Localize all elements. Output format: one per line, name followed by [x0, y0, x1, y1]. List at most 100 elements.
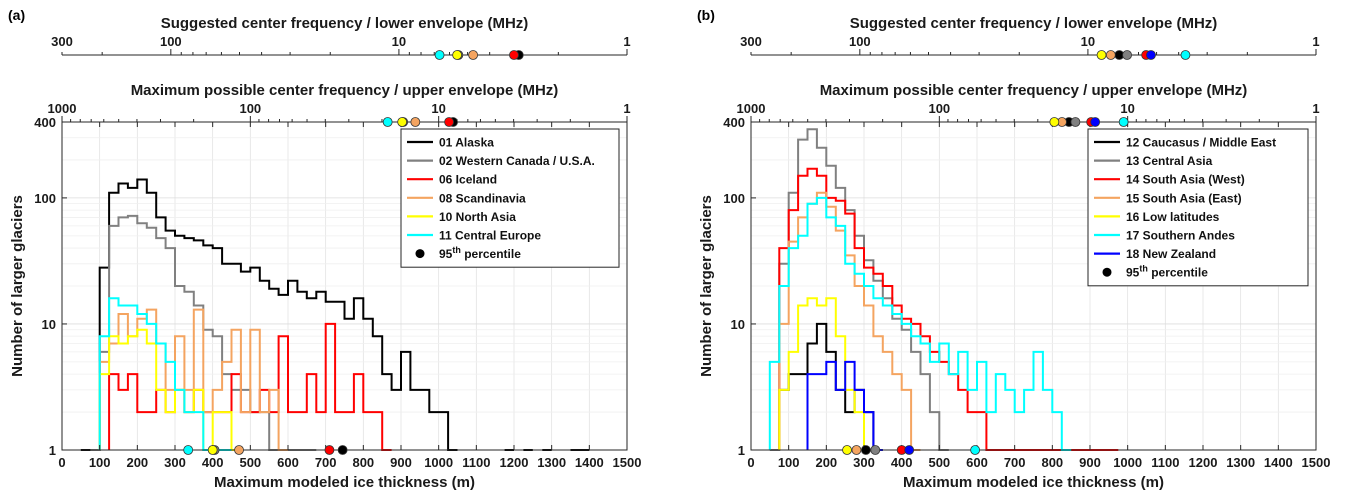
x-tick-label: 700 [315, 455, 337, 470]
x-tick-label: 200 [815, 455, 837, 470]
x-tick-label: 1000 [424, 455, 453, 470]
x-tick-label: 1100 [462, 455, 490, 470]
p95-marker-maximum [382, 117, 393, 127]
legend-percentile-superscript: th [452, 245, 461, 255]
p95-marker-thickness [851, 445, 862, 455]
maximum-frequency-tick-label: 10 [1120, 101, 1134, 116]
legend-label: 14 South Asia (West) [1126, 173, 1245, 187]
suggested-frequency-tick-label: 300 [740, 34, 762, 49]
x-tick-label: 1200 [1189, 455, 1218, 470]
series-14-south-asia-west [778, 167, 1119, 451]
x-tick-label: 1300 [1226, 455, 1255, 470]
maximum-frequency-tick-label: 1000 [48, 101, 77, 116]
x-tick-label: 1100 [1151, 455, 1179, 470]
p95-marker-maximum [444, 117, 454, 127]
x-tick-label: 0 [747, 455, 754, 470]
legend-label: 11 Central Europe [439, 229, 541, 243]
p95-marker-maximum [397, 117, 408, 127]
p95-marker-suggested [452, 50, 463, 60]
percentile-markers [842, 50, 1191, 455]
p95-marker-thickness [970, 445, 981, 455]
legend-percentile-marker [415, 249, 425, 259]
maximum-frequency-axis-title: Maximum possible center frequency / uppe… [131, 82, 559, 99]
panel-b: 0 100 200 300 400 500 600 700 800 900 1000 1100 1200… [697, 7, 1330, 491]
x-tick-label: 200 [126, 455, 148, 470]
percentile-markers [183, 50, 524, 455]
legend: 01 Alaska 02 Western Canada / U.S.A. 06 Ic… [400, 128, 620, 268]
maximum-frequency-tick-label: 1 [1312, 101, 1319, 116]
series-17-southern-andes [768, 196, 1072, 451]
legend-box [400, 128, 620, 268]
series-12-caucasus-middle-east [778, 322, 883, 451]
legend-percentile-label: 95th percentile [439, 245, 521, 261]
maximum-frequency-axis-title: Maximum possible center frequency / uppe… [820, 82, 1248, 99]
p95-marker-thickness [842, 445, 852, 455]
legend-label: 02 Western Canada / U.S.A. [439, 154, 595, 168]
panel-label: (a) [8, 7, 25, 23]
p95-marker-suggested [1122, 50, 1132, 60]
y-axis-label: Number of larger glaciers [698, 195, 715, 377]
x-tick-label: 400 [891, 455, 913, 470]
suggested-frequency-tick-label: 1 [623, 34, 630, 49]
x-tick-label: 800 [352, 455, 374, 470]
legend-percentile-superscript: th [1139, 264, 1148, 274]
legend-percentile-label: 95th percentile [1126, 264, 1208, 280]
y-axis-label: Number of larger glaciers [9, 195, 26, 377]
series-group [768, 128, 1119, 451]
x-tick-label: 300 [164, 455, 186, 470]
p95-marker-maximum [1070, 117, 1081, 127]
maximum-frequency-tick-label: 100 [928, 101, 950, 116]
p95-marker-suggested [1105, 50, 1116, 60]
p95-marker-thickness [904, 445, 915, 455]
legend-box [1087, 128, 1309, 287]
maximum-frequency-tick-label: 100 [239, 101, 261, 116]
series-13-central-asia [769, 128, 949, 451]
x-tick-label: 0 [58, 455, 65, 470]
suggested-frequency-tick-label: 300 [51, 34, 73, 49]
p95-marker-suggested [1096, 50, 1107, 60]
p95-marker-thickness [207, 445, 218, 455]
p95-marker-thickness [234, 445, 244, 455]
p95-marker-thickness [870, 445, 881, 455]
y-tick-label: 400 [34, 115, 56, 130]
y-tick-label: 400 [723, 115, 745, 130]
x-tick-label: 700 [1004, 455, 1026, 470]
x-tick-label: 1200 [500, 455, 529, 470]
legend-label: 16 Low latitudes [1126, 210, 1220, 224]
x-axis-label: Maximum modeled ice thickness (m) [903, 474, 1164, 491]
p95-marker-thickness [860, 445, 871, 455]
p95-marker-maximum [1118, 117, 1129, 127]
x-tick-label: 1000 [1113, 455, 1142, 470]
series-18-new-zealand [806, 360, 883, 451]
x-tick-label: 1500 [613, 455, 642, 470]
legend: 12 Caucasus / Middle East 13 Central Asia… [1087, 128, 1309, 287]
maximum-frequency-tick-label: 1000 [737, 101, 766, 116]
y-tick-label: 100 [723, 191, 745, 206]
suggested-frequency-tick-label: 10 [392, 34, 406, 49]
x-tick-label: 800 [1041, 455, 1063, 470]
series-16-low-latitudes [778, 297, 874, 451]
x-tick-label: 100 [89, 455, 111, 470]
suggested-frequency-axis-title: Suggested center frequency / lower envel… [161, 15, 529, 32]
p95-marker-suggested [1180, 50, 1191, 60]
x-tick-label: 500 [239, 455, 261, 470]
x-tick-label: 400 [202, 455, 224, 470]
maximum-frequency-tick-label: 10 [431, 101, 445, 116]
series-11-central-europe [98, 297, 232, 451]
legend-label: 17 Southern Andes [1126, 229, 1235, 243]
suggested-frequency-tick-label: 10 [1081, 34, 1095, 49]
y-tick-label: 10 [42, 317, 56, 332]
p95-marker-suggested [1146, 50, 1156, 60]
x-tick-label: 600 [966, 455, 988, 470]
p95-marker-maximum [1049, 117, 1060, 127]
legend-percentile-marker [1102, 267, 1112, 277]
p95-marker-suggested [434, 50, 445, 60]
x-tick-label: 500 [928, 455, 950, 470]
y-tick-label: 100 [34, 191, 56, 206]
series-10-north-asia [98, 328, 241, 451]
legend-label: 13 Central Asia [1126, 154, 1213, 168]
x-axis-label: Maximum modeled ice thickness (m) [214, 474, 475, 491]
legend-label: 06 Iceland [439, 173, 497, 187]
x-tick-label: 1300 [537, 455, 566, 470]
maximum-frequency-tick-label: 1 [623, 101, 630, 116]
